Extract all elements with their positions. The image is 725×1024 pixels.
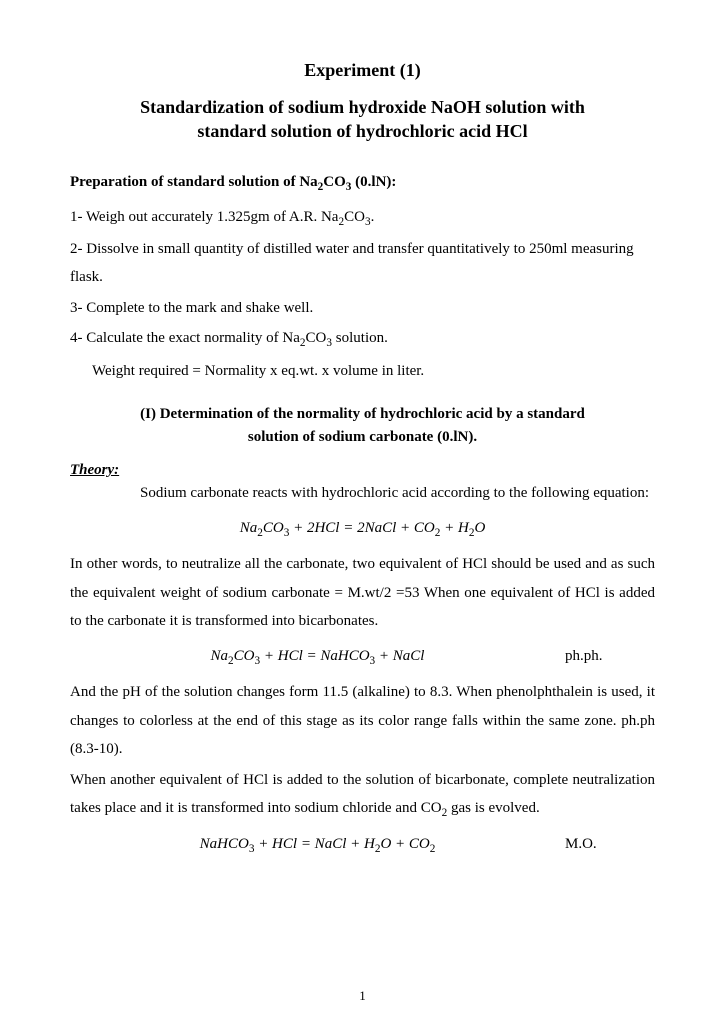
section-i-line1: (I) Determination of the normality of hy… <box>140 406 585 422</box>
step-2: 2- Dissolve in small quantity of distill… <box>70 235 655 292</box>
subtitle-line1: Standardization of sodium hydroxide NaOH… <box>140 97 585 117</box>
equation-3-row: NaHCO3 + HCl = NaCl + H2O + CO2 M.O. <box>70 830 655 860</box>
equation-2: Na2CO3 + HCl = NaHCO3 + NaCl <box>70 642 565 672</box>
step-4: 4- Calculate the exact normality of Na2C… <box>70 324 655 354</box>
equation-3: NaHCO3 + HCl = NaCl + H2O + CO2 <box>70 830 565 860</box>
theory-paragraph-3: And the pH of the solution changes form … <box>70 678 655 764</box>
document-page: Experiment (1) Standardization of sodium… <box>0 0 725 1024</box>
equation-2-row: Na2CO3 + HCl = NaHCO3 + NaCl ph.ph. <box>70 642 655 672</box>
step-3: 3- Complete to the mark and shake well. <box>70 294 655 323</box>
section-i-heading: (I) Determination of the normality of hy… <box>70 403 655 448</box>
experiment-title: Experiment (1) <box>70 60 655 81</box>
subtitle-line2: standard solution of hydrochloric acid H… <box>197 121 527 141</box>
theory-paragraph-1: Sodium carbonate reacts with hydrochlori… <box>70 479 655 508</box>
equation-2-label: ph.ph. <box>565 642 655 672</box>
step-1: 1- Weigh out accurately 1.325gm of A.R. … <box>70 203 655 233</box>
theory-paragraph-4: When another equivalent of HCl is added … <box>70 766 655 825</box>
equation-1: Na2CO3 + 2HCl = 2NaCl + CO2 + H2O <box>70 514 655 544</box>
section-i-line2: solution of sodium carbonate (0.lN). <box>248 429 477 445</box>
equation-3-label: M.O. <box>565 830 655 860</box>
page-number: 1 <box>0 988 725 1004</box>
theory-paragraph-2: In other words, to neutralize all the ca… <box>70 550 655 636</box>
preparation-heading: Preparation of standard solution of Na2C… <box>70 174 655 193</box>
experiment-subtitle: Standardization of sodium hydroxide NaOH… <box>70 95 655 144</box>
step-4b: Weight required = Normality x eq.wt. x v… <box>92 357 655 386</box>
theory-label: Theory: <box>70 462 655 479</box>
